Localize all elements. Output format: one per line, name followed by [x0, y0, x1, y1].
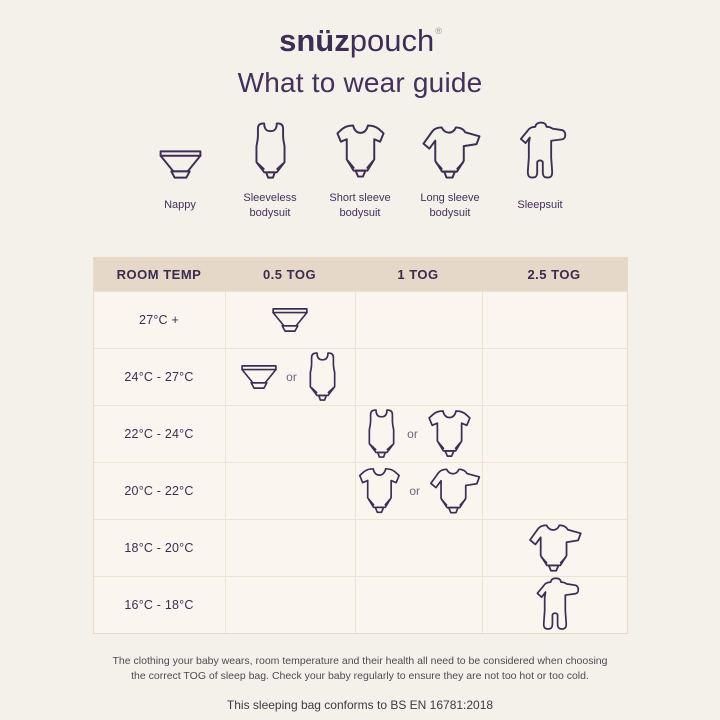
- logo-light-text: pouch: [349, 23, 435, 58]
- tog-25-cell: [481, 575, 627, 633]
- legend-item-sleepsuit: Sleepsuit: [498, 121, 582, 223]
- legend-item-nappy: Nappy: [138, 121, 222, 223]
- legend-icon-box: [419, 121, 482, 181]
- or-label: or: [286, 369, 297, 384]
- sleeveless-bodysuit-icon: [249, 121, 292, 181]
- tog-1-cell: or: [354, 461, 482, 519]
- legend-item-label: Sleeveless bodysuit: [243, 192, 297, 219]
- disclaimer-text: The clothing your baby wears, room tempe…: [0, 654, 720, 686]
- short-sleeve-bodysuit-icon: [425, 408, 474, 460]
- legend: Nappy Sleeveless bodysuit Short sleeve b…: [0, 121, 720, 223]
- nappy-icon: [157, 148, 204, 181]
- tog-25-cell: [481, 518, 627, 576]
- legend-item-sleeveless-bodysuit: Sleeveless bodysuit: [228, 121, 312, 223]
- tog-05-cell: [224, 461, 355, 519]
- room-temp-cell: 22°C - 24°C: [93, 404, 225, 462]
- tog-25-cell: [481, 290, 627, 348]
- tog-25-cell: [481, 347, 627, 405]
- long-sleeve-bodysuit-icon: [427, 465, 481, 517]
- legend-icon-box: [513, 121, 567, 181]
- room-temp-cell: 20°C - 22°C: [93, 461, 225, 519]
- disclaimer-line-1: The clothing your baby wears, room tempe…: [112, 654, 608, 667]
- long-sleeve-bodysuit-icon: [526, 522, 583, 574]
- room-temp-cell: 27°C +: [93, 290, 225, 348]
- tog-1-cell: [354, 575, 482, 633]
- disclaimer-line-2: the correct TOG of sleep bag. Check your…: [131, 670, 589, 683]
- col-header-room-temp: ROOM TEMP: [93, 257, 225, 291]
- room-temp-cell: 18°C - 20°C: [93, 518, 225, 576]
- registered-mark: ®: [435, 26, 442, 36]
- room-temp-cell: 16°C - 18°C: [93, 575, 225, 633]
- or-label: or: [409, 483, 421, 498]
- legend-item-label: Short sleeve bodysuit: [329, 192, 391, 219]
- legend-item-long-sleeve-bodysuit: Long sleeve bodysuit: [408, 121, 492, 223]
- short-sleeve-bodysuit-icon: [333, 122, 388, 181]
- tog-05-cell: [224, 290, 355, 348]
- sleeveless-bodysuit-icon: [363, 408, 400, 460]
- tog-05-cell: or: [224, 347, 355, 405]
- legend-item-label: Nappy: [164, 199, 196, 212]
- tog-1-cell: [354, 290, 482, 348]
- sleepsuit-icon: [530, 577, 580, 632]
- tog-1-cell: or: [354, 404, 482, 462]
- tog-1-cell: [354, 347, 482, 405]
- col-header-05-tog: 0.5 TOG: [224, 257, 355, 291]
- tog-25-cell: [481, 461, 627, 519]
- legend-item-label: Sleepsuit: [517, 199, 563, 212]
- conformity-note: This sleeping bag conforms to BS EN 1678…: [226, 698, 494, 713]
- col-header-25-tog: 2.5 TOG: [481, 257, 627, 291]
- logo-bold-text: snüz: [279, 23, 350, 58]
- nappy-icon: [270, 306, 310, 334]
- sleepsuit-icon: [513, 121, 567, 181]
- tog-25-cell: [481, 404, 627, 462]
- page-title: What to wear guide: [237, 66, 483, 98]
- legend-icon-box: [157, 121, 204, 181]
- legend-item-label: Long sleeve bodysuit: [420, 192, 480, 219]
- legend-icon-box: [333, 121, 388, 181]
- col-header-1-tog: 1 TOG: [354, 257, 482, 291]
- tog-05-cell: [224, 404, 355, 462]
- legend-item-short-sleeve-bodysuit: Short sleeve bodysuit: [318, 121, 402, 223]
- sleeveless-bodysuit-icon: [304, 351, 341, 403]
- wear-table: ROOM TEMP 0.5 TOG 1 TOG 2.5 TOG 27°C + 2…: [92, 256, 628, 634]
- or-label: or: [407, 426, 418, 441]
- long-sleeve-bodysuit-icon: [419, 124, 482, 181]
- legend-icon-box: [249, 121, 292, 181]
- brand-logo: snüzpouch®: [0, 23, 720, 58]
- nappy-icon: [239, 363, 279, 391]
- tog-05-cell: [224, 575, 355, 633]
- tog-05-cell: [224, 518, 355, 576]
- room-temp-cell: 24°C - 27°C: [93, 347, 225, 405]
- tog-1-cell: [354, 518, 482, 576]
- short-sleeve-bodysuit-icon: [356, 465, 403, 517]
